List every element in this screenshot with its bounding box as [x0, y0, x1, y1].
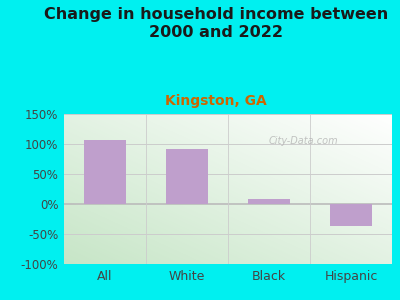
Bar: [330, 204, 372, 226]
Text: Kingston, GA: Kingston, GA: [165, 94, 267, 109]
Bar: [248, 199, 290, 204]
Text: City-Data.com: City-Data.com: [269, 136, 338, 146]
Bar: [84, 140, 126, 204]
Text: Change in household income between
2000 and 2022: Change in household income between 2000 …: [44, 8, 388, 40]
Bar: [166, 149, 208, 204]
